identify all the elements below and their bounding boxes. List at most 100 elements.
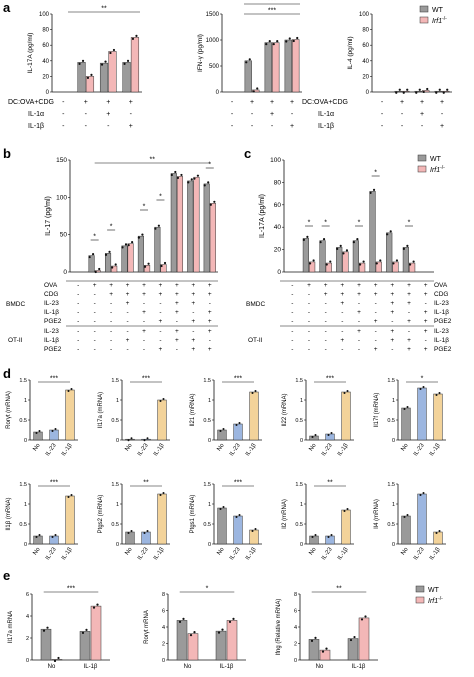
condition-sign: + xyxy=(191,291,195,298)
data-point xyxy=(70,388,73,390)
condition-sign: - xyxy=(159,300,161,307)
chart-d7: 0 0.5 1 1.5 Ptgs2 (mRNA) No IL-23 IL-1β xyxy=(98,482,170,561)
condition-sign: + xyxy=(175,282,179,289)
condition-sign: + xyxy=(407,318,411,325)
y-tick-label: 1.5 xyxy=(111,482,119,488)
y-tick-label: 6 xyxy=(162,609,165,615)
sig-e1-label: *** xyxy=(67,586,75,593)
c-row-ova: OVA xyxy=(434,282,448,289)
data-point xyxy=(35,432,38,434)
data-point xyxy=(57,656,60,660)
legend-c-ko-name: Irf1 xyxy=(430,167,440,174)
condition-sign: - xyxy=(291,318,293,325)
data-point xyxy=(330,534,333,536)
data-point xyxy=(70,494,73,496)
y-tick-label: 1 xyxy=(300,502,303,508)
b-row-il1b: IL-1β xyxy=(44,309,59,316)
data-point xyxy=(435,532,438,534)
y-tick-label: 80 xyxy=(274,179,282,186)
data-point xyxy=(330,432,333,434)
condition-sign: - xyxy=(421,123,424,130)
data-point xyxy=(123,62,126,65)
data-point xyxy=(406,514,409,516)
condition-sign: - xyxy=(143,337,145,344)
bar-ko xyxy=(111,265,118,273)
y-tick-label: 100 xyxy=(56,194,67,201)
condition-sign: - xyxy=(325,337,327,344)
y-axis-label: Il1β (mRNA) xyxy=(6,497,12,530)
condition-sign: + xyxy=(270,99,274,106)
y-tick-label: 0.5 xyxy=(387,418,395,424)
y-tick-label: 1.5 xyxy=(295,482,303,488)
x-category-label: IL-23 xyxy=(321,442,334,457)
data-point xyxy=(222,506,225,508)
data-point xyxy=(146,437,149,440)
sig-d5-label: * xyxy=(421,376,424,383)
condition-sign: + xyxy=(357,328,361,335)
sig-b-0-label: * xyxy=(93,234,96,241)
y-tick-label: 0 xyxy=(24,542,27,548)
condition-sign: + xyxy=(407,300,411,307)
data-point xyxy=(321,650,325,653)
bar-ko xyxy=(309,261,316,273)
y-tick-label: 150 xyxy=(56,157,67,164)
y-tick-label: 40 xyxy=(42,59,49,65)
y-tick-label: 1 xyxy=(208,502,211,508)
data-point xyxy=(248,58,251,61)
condition-sign: + xyxy=(290,99,294,106)
data-point xyxy=(272,43,275,46)
bar-wt xyxy=(40,628,52,661)
data-point xyxy=(406,406,409,408)
data-point xyxy=(325,263,328,266)
data-point xyxy=(372,188,376,191)
data-point xyxy=(96,603,99,606)
condition-sign: + xyxy=(159,346,163,353)
condition-sign: + xyxy=(126,282,130,289)
data-point xyxy=(311,536,314,538)
condition-sign: - xyxy=(126,318,128,325)
condition-sign: - xyxy=(130,111,133,118)
y-tick-label: 0.5 xyxy=(19,418,27,424)
y-axis-label: Il22 (mRNA) xyxy=(282,393,288,426)
sig-d2-label: *** xyxy=(142,376,150,383)
bar-ko xyxy=(375,261,382,273)
data-point xyxy=(141,233,144,236)
condition-sign: + xyxy=(126,337,130,344)
condition-sign: - xyxy=(391,346,393,353)
sig-d9-label: ** xyxy=(327,480,333,487)
bar-ko xyxy=(342,251,349,273)
y-axis-label: IL-17 (pg/ml) xyxy=(45,196,52,236)
data-point xyxy=(402,247,405,250)
data-point xyxy=(446,88,449,91)
x-category-label: No xyxy=(400,546,410,556)
legend-a-ko-label: Irf1-/- xyxy=(432,16,447,25)
data-point xyxy=(349,638,353,642)
condition-sign: + xyxy=(407,282,411,289)
condition-sign: - xyxy=(159,328,161,335)
x-category-label: IL-1β xyxy=(220,664,234,670)
legend-c-ko-sup: -/- xyxy=(440,165,445,171)
y-tick-label: 0 xyxy=(294,658,297,664)
y-axis-label: Il17a (mRNA) xyxy=(98,392,104,428)
y-axis-label: Rorγt mRNA xyxy=(144,610,150,644)
y-tick-label: 0 xyxy=(26,658,29,664)
condition-sign: - xyxy=(192,309,194,316)
y-axis-label: Ptgs2 (mRNA) xyxy=(98,495,104,534)
y-axis-label: Il21 (mRNA) xyxy=(190,393,196,426)
condition-sign: + xyxy=(142,291,146,298)
y-tick-label: 0.5 xyxy=(111,522,119,528)
y-tick-label: 0.5 xyxy=(111,418,119,424)
y-tick-label: 0 xyxy=(208,542,211,548)
data-point xyxy=(221,628,224,631)
condition-sign: + xyxy=(324,291,328,298)
bar-wt xyxy=(154,226,161,273)
bar-0 xyxy=(309,535,319,545)
data-point xyxy=(311,436,314,438)
bar-1 xyxy=(233,515,243,545)
condition-sign: + xyxy=(208,328,212,335)
condition-sign: - xyxy=(308,300,310,307)
bar-0 xyxy=(401,515,411,545)
y-axis-label: IL-4 (pg/ml) xyxy=(347,36,354,69)
data-point xyxy=(327,536,330,538)
panel-letter-c: c xyxy=(244,146,251,161)
